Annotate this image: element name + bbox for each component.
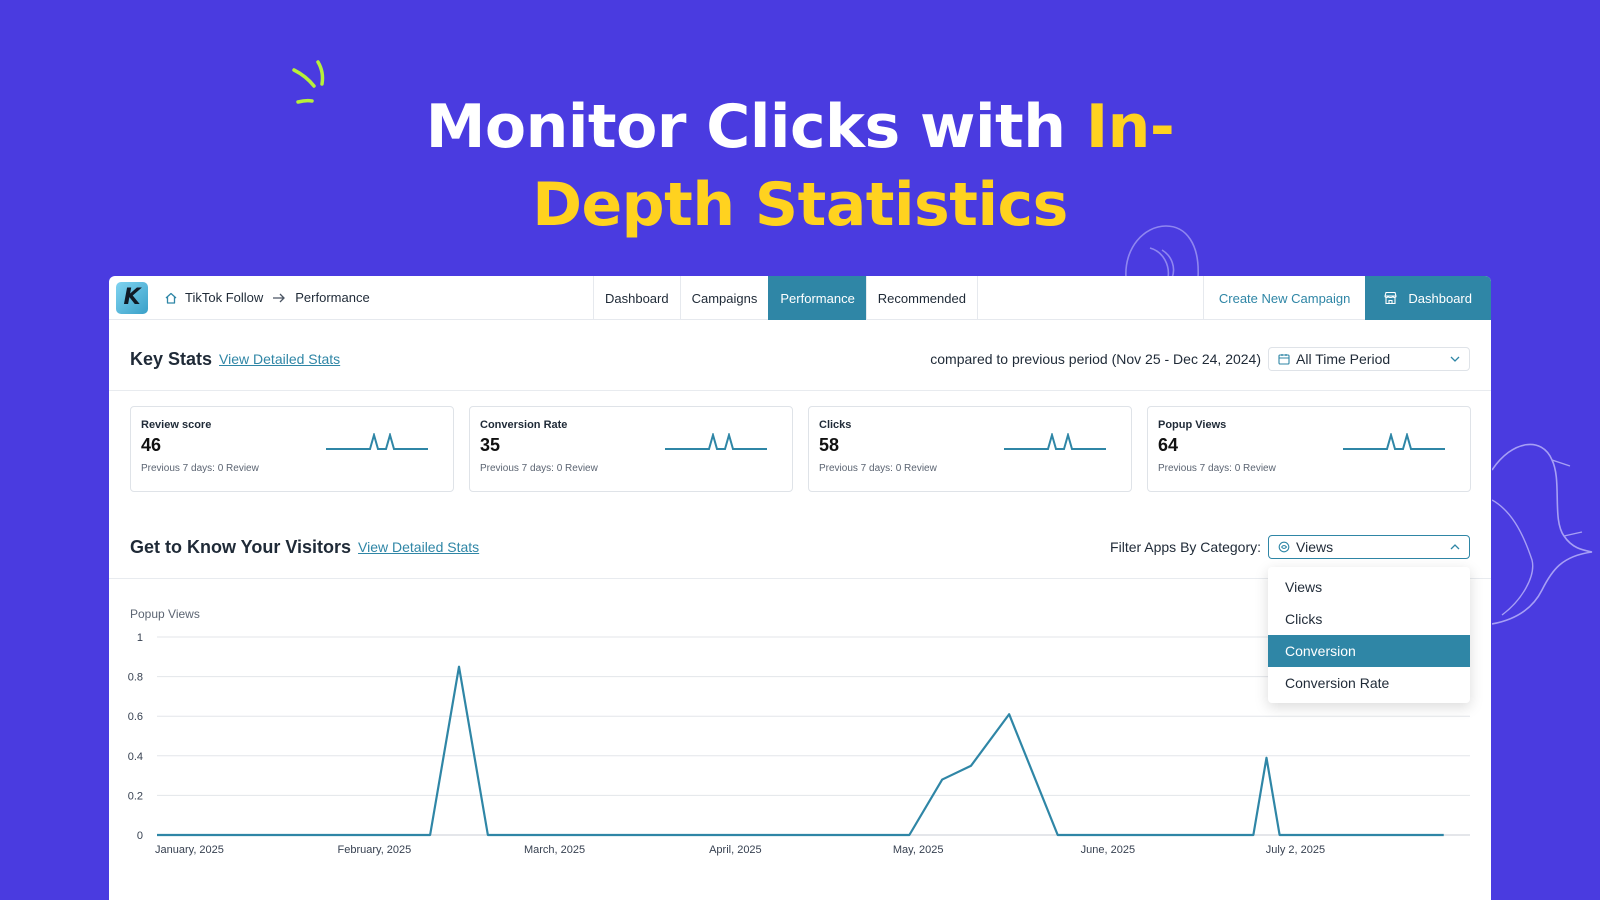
arrow-right-icon: [273, 293, 286, 302]
category-select[interactable]: Views: [1268, 535, 1470, 559]
stat-card-label: Popup Views: [1158, 419, 1227, 431]
series-line: [157, 665, 1444, 837]
scribble-decoration: [1125, 225, 1199, 278]
y-tick-label: 1: [137, 632, 143, 644]
sparkline: [326, 433, 428, 450]
tab-performance[interactable]: Performance: [768, 276, 866, 320]
y-tick-label: 0.4: [128, 751, 143, 763]
leaf-decoration: [1492, 443, 1593, 625]
menu-item-conversion-rate[interactable]: Conversion Rate: [1285, 675, 1390, 691]
stat-card-previous: Previous 7 days: 0 Review: [819, 463, 937, 474]
period-select-value: All Time Period: [1296, 351, 1391, 367]
y-tick-label: 0.8: [128, 672, 143, 684]
stat-card: Clicks 58 Previous 7 days: 0 Review: [808, 406, 1132, 492]
chevron-up-icon: [1450, 544, 1460, 550]
chart-title: Popup Views: [130, 607, 200, 621]
headline: Monitor Clicks with In- Depth Statistics: [0, 88, 1600, 244]
visitors-controls: Filter Apps By Category: Views: [1110, 535, 1470, 559]
stat-card-value: 35: [480, 435, 501, 455]
stat-card-value: 46: [141, 435, 162, 455]
x-tick-label: July 2, 2025: [1266, 844, 1325, 856]
sparkle-decoration: [292, 60, 325, 104]
top-actions: Create New Campaign Dashboard: [1202, 276, 1491, 320]
menu-item-clicks[interactable]: Clicks: [1285, 611, 1323, 627]
key-stats-title: Key Stats: [130, 348, 213, 369]
headline-yellow-text: In-: [1085, 92, 1175, 162]
headline-white-text: Monitor Clicks with: [425, 92, 1086, 162]
main-tabs: Dashboard Campaigns Performance Recommen…: [593, 276, 978, 320]
x-tick-label: March, 2025: [524, 844, 585, 856]
headline-line-2: Depth Statistics: [532, 170, 1068, 240]
stat-card-label: Clicks: [819, 419, 852, 431]
popup-views-chart: 0 0.2 0.4 0.6 0.8 1 January, 2025 February, 202…: [128, 632, 1470, 856]
dashboard-button[interactable]: Dashboard: [1365, 276, 1491, 320]
x-tick-label: June, 2025: [1081, 844, 1135, 856]
y-tick-label: 0.2: [128, 790, 143, 802]
filter-label: Filter Apps By Category:: [1110, 539, 1261, 555]
app-panel: K TikTok Follow Performance Dashboard Ca…: [109, 276, 1491, 900]
stat-card: Review score 46 Previous 7 days: 0 Revie…: [130, 406, 454, 492]
stat-card-label: Conversion Rate: [480, 419, 568, 431]
y-tick-label: 0: [137, 830, 143, 842]
breadcrumb: TikTok Follow Performance: [164, 290, 370, 305]
store-icon: [1384, 291, 1397, 305]
stat-card-previous: Previous 7 days: 0 Review: [1158, 463, 1276, 474]
app-logo: K: [116, 281, 148, 314]
visitors-divider: [109, 578, 1491, 579]
key-stats-header: Key Stats View Detailed Stats compared t…: [130, 347, 1470, 371]
tab-dashboard[interactable]: Dashboard: [593, 276, 680, 320]
category-dropdown-menu: Views Clicks Conversion Conversion Rate: [1268, 567, 1470, 703]
sparkline: [665, 433, 767, 450]
key-stats-divider: [109, 390, 1491, 391]
sparkline: [1343, 433, 1445, 450]
home-icon[interactable]: [164, 291, 178, 305]
stat-card-value: 58: [819, 435, 840, 455]
period-select[interactable]: All Time Period: [1268, 347, 1470, 371]
menu-item-views[interactable]: Views: [1285, 579, 1323, 595]
x-tick-label: February, 2025: [338, 844, 412, 856]
y-tick-label: 0.6: [128, 711, 143, 723]
x-tick-label: May, 2025: [893, 844, 944, 856]
stat-card-label: Review score: [141, 419, 212, 431]
calendar-icon: [1278, 354, 1290, 365]
stat-card: Popup Views 64 Previous 7 days: 0 Review: [1147, 406, 1471, 492]
breadcrumb-root[interactable]: TikTok Follow: [185, 290, 264, 305]
visitors-detail-link[interactable]: View Detailed Stats: [358, 539, 480, 555]
key-stats-detail-link[interactable]: View Detailed Stats: [219, 351, 341, 367]
x-tick-label: April, 2025: [709, 844, 762, 856]
key-stats-controls: compared to previous period (Nov 25 - De…: [930, 347, 1470, 371]
tab-recommended[interactable]: Recommended: [865, 276, 978, 320]
comparison-text: compared to previous period (Nov 25 - De…: [930, 351, 1261, 367]
stat-card: Conversion Rate 35 Previous 7 days: 0 Re…: [469, 406, 793, 492]
dashboard-button-label: Dashboard: [1408, 290, 1472, 306]
tab-campaigns[interactable]: Campaigns: [679, 276, 769, 320]
x-tick-label: January, 2025: [155, 844, 224, 856]
visitors-title: Get to Know Your Visitors: [130, 536, 352, 557]
chevron-down-icon: [1450, 356, 1460, 362]
create-campaign-button[interactable]: Create New Campaign: [1202, 276, 1366, 320]
stat-card-previous: Previous 7 days: 0 Review: [480, 463, 598, 474]
menu-item-conversion[interactable]: Conversion: [1268, 635, 1470, 667]
views-icon: [1278, 541, 1290, 553]
stat-cards: Review score 46 Previous 7 days: 0 Revie…: [130, 406, 1471, 492]
top-bar: K TikTok Follow Performance Dashboard Ca…: [109, 276, 1491, 320]
sparkline: [1004, 433, 1106, 450]
stat-card-value: 64: [1158, 435, 1179, 455]
visitors-header: Get to Know Your Visitors View Detailed …: [130, 535, 1470, 559]
category-select-value: Views: [1296, 539, 1334, 555]
breadcrumb-current: Performance: [295, 290, 370, 305]
headline-line-1: Monitor Clicks with In-: [0, 88, 1600, 166]
stat-card-previous: Previous 7 days: 0 Review: [141, 463, 259, 474]
